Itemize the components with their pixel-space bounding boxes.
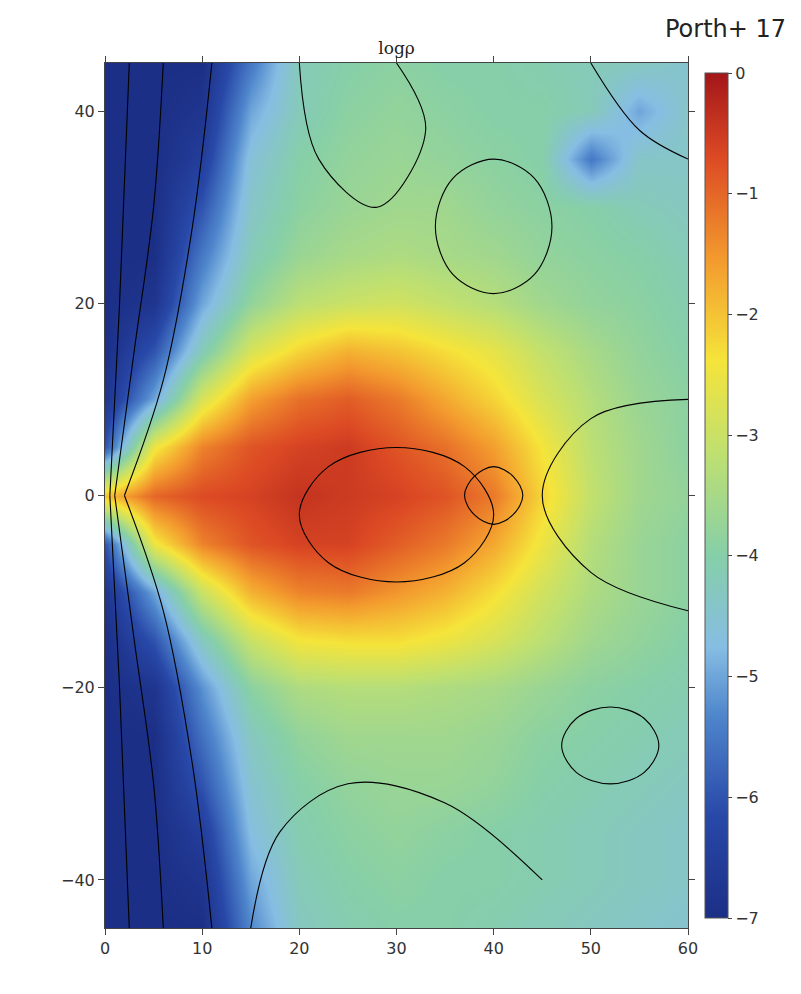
svg-text:−7: −7 (735, 909, 759, 928)
svg-text:−6: −6 (735, 788, 759, 807)
svg-text:logρ: logρ (378, 38, 415, 58)
svg-text:20: 20 (289, 939, 309, 958)
svg-text:40: 40 (74, 102, 94, 121)
svg-text:20: 20 (74, 294, 94, 313)
svg-text:60: 60 (678, 939, 698, 958)
svg-text:0: 0 (100, 939, 110, 958)
svg-text:30: 30 (386, 939, 406, 958)
svg-text:10: 10 (192, 939, 212, 958)
svg-text:−1: −1 (735, 184, 759, 203)
svg-text:−4: −4 (735, 546, 759, 565)
svg-text:−5: −5 (735, 667, 759, 686)
svg-text:−20: −20 (61, 678, 95, 697)
svg-text:−40: −40 (61, 871, 95, 890)
svg-text:50: 50 (581, 939, 601, 958)
svg-text:−2: −2 (735, 305, 759, 324)
svg-text:40: 40 (483, 939, 503, 958)
svg-text:0: 0 (85, 486, 95, 505)
svg-text:−3: −3 (735, 426, 759, 445)
svg-text:Porth+ 17: Porth+ 17 (665, 15, 786, 43)
svg-text:0: 0 (735, 64, 745, 83)
